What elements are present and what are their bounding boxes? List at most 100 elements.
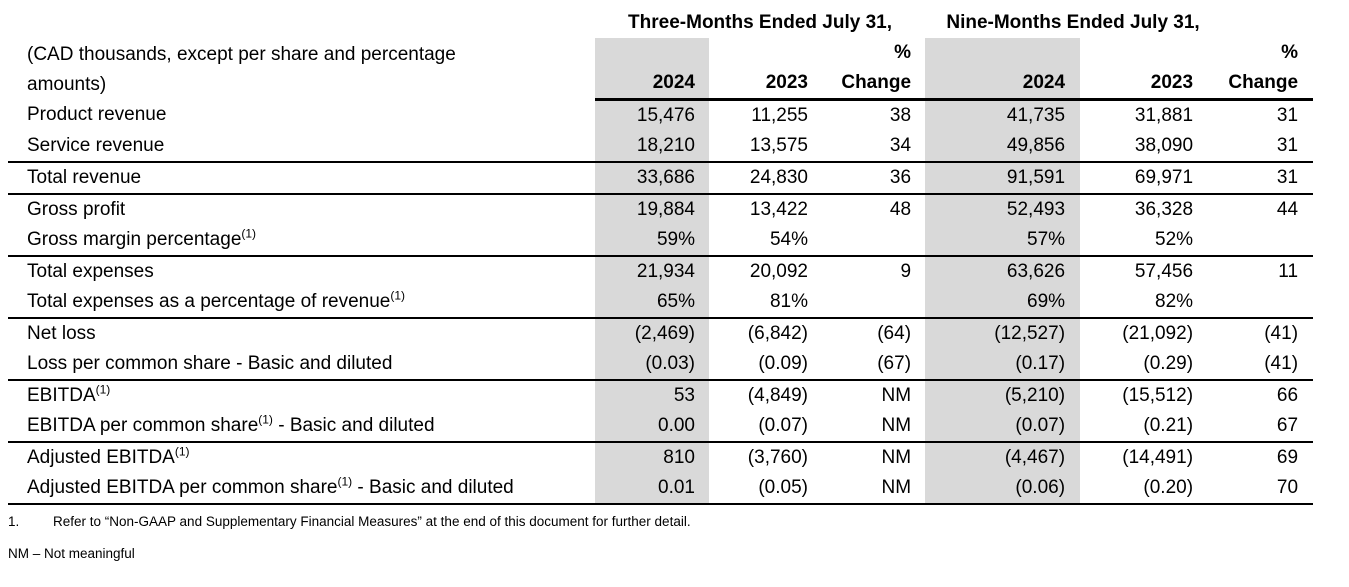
cell-3m-2024: 21,934 [595,256,709,287]
percent-symbol-3m: % [894,42,912,63]
period-three-months-header: Three-Months Ended July 31, [628,12,892,33]
percent-header-row: % % [8,38,1313,68]
row-label: Service revenue [8,131,595,163]
cell-3m-2024: 18,210 [595,131,709,163]
cell-9m-2023: 82% [1080,287,1209,319]
footnote-ref: (1) [95,382,111,397]
cell-3m-2023: 11,255 [751,105,808,126]
footnote-1-text: Refer to “Non-GAAP and Supplementary Fin… [53,514,691,529]
table-row: Total expenses 21,934 20,092 9 63,626 57… [8,256,1313,287]
cell-3m-2024: 65% [595,287,709,319]
row-label: Total expenses [27,261,154,282]
cell-3m-2023: 81% [709,287,822,319]
row-label: Gross profit [27,199,126,220]
cell-3m-2024: 59% [595,225,709,257]
cell-9m-pct-change: 44 [1276,199,1299,220]
footnotes: 1. Refer to “Non-GAAP and Supplementary … [8,514,1349,561]
cell-9m-2024: (0.17) [925,349,1081,381]
cell-9m-pct-change: 69 [1276,447,1299,468]
cell-3m-2024: 0.01 [595,473,709,505]
footnote-1: 1. Refer to “Non-GAAP and Supplementary … [8,514,1349,529]
cell-9m-2024: (0.06) [925,473,1081,505]
cell-9m-2024: 41,735 [925,99,1081,131]
cell-9m-2024: (12,527) [925,318,1081,349]
cell-9m-2023: 38,090 [1080,131,1209,163]
cell-9m-pct-change: (41) [1208,349,1314,381]
header-spacer-9m-2023 [1080,38,1208,68]
cell-3m-pct-change: NM [881,447,912,468]
column-header-9m-2023: 2023 [1080,68,1209,101]
cell-9m-pct-change [1208,225,1314,257]
year-header-row: 2024 2023 Change 2024 2023 Change [8,68,1314,101]
header-spacer-3m-2023 [709,38,822,68]
column-header-3m-2023: 2023 [709,68,822,101]
cell-3m-pct-change: 48 [889,199,912,220]
header-spacer-3m-2024 [595,38,709,68]
row-label: Product revenue [27,104,167,126]
cell-9m-2023: (0.29) [1080,349,1209,381]
cell-9m-2024: (0.07) [925,411,1081,443]
financial-summary-table: (CAD thousands, except per share and per… [8,8,1314,505]
cell-9m-2023: 57,456 [1134,261,1194,282]
cell-3m-pct-change: 34 [822,131,926,163]
row-label: Total expenses as a percentage of revenu… [8,287,595,319]
row-label: EBITDA(1) [27,382,111,406]
cell-9m-pct-change [1208,287,1314,319]
table-row: Service revenue 18,210 13,575 34 49,856 … [8,131,1314,163]
footnote-ref: (1) [241,226,257,241]
table-caption-cell: (CAD thousands, except per share and per… [8,8,595,100]
table-row: Total revenue 33,686 24,830 36 91,591 69… [8,162,1314,195]
table-row: Adjusted EBITDA(1) 810 (3,760) NM (4,467… [8,442,1313,473]
footnote-ref: (1) [258,412,273,427]
footnote-1-marker: 1. [8,514,20,529]
row-label: Adjusted EBITDA per common share(1) - Ba… [8,473,595,505]
cell-9m-pct-change: 67 [1208,411,1314,443]
cell-9m-pct-change: 70 [1208,473,1314,505]
cell-3m-pct-change: NM [822,411,926,443]
table-row: Total expenses as a percentage of revenu… [8,287,1314,319]
percent-symbol-9m: % [1281,42,1299,63]
cell-3m-2023: (0.09) [709,349,822,381]
cell-9m-2024: 57% [925,225,1081,257]
cell-9m-2023: 36,328 [1134,199,1194,220]
table-body: Product revenue 15,476 11,255 38 41,735 … [8,99,1314,505]
page: { "header": { "caption": "(CAD thousands… [0,8,1349,587]
row-label: EBITDA per common share(1) - Basic and d… [8,411,595,443]
cell-3m-2024: (2,469) [595,318,709,349]
row-label: Net loss [27,323,96,344]
row-label: Total revenue [8,162,595,195]
cell-3m-2023: 20,092 [749,261,808,282]
cell-9m-2023: 52% [1080,225,1209,257]
table-row: Loss per common share - Basic and dilute… [8,349,1314,381]
cell-3m-2023: 24,830 [709,162,822,195]
footnote-ref: (1) [337,474,353,489]
cell-3m-2023: (0.05) [709,473,822,505]
nm-definition-note: NM – Not meaningful [8,546,135,561]
cell-3m-pct-change: 36 [822,162,926,195]
table-row: Gross margin percentage(1) 59% 54% 57% 5… [8,225,1314,257]
cell-3m-2023: 54% [709,225,822,257]
cell-3m-2023: 13,422 [749,199,808,220]
cell-9m-2024: 52,493 [925,194,1081,225]
column-header-9m-2024: 2024 [925,68,1081,101]
cell-9m-2024: (5,210) [925,380,1081,411]
cell-9m-2024: 63,626 [925,256,1081,287]
table-row: Net loss (2,469) (6,842) (64) (12,527) (… [8,318,1313,349]
cell-9m-2023: 31,881 [1134,105,1194,126]
cell-3m-pct-change: (64) [877,323,912,344]
table-row: Product revenue 15,476 11,255 38 41,735 … [8,99,1313,131]
cell-9m-2023: (0.21) [1080,411,1209,443]
cell-9m-2023: (0.20) [1080,473,1209,505]
cell-3m-pct-change: (67) [822,349,926,381]
table-row: Gross profit 19,884 13,422 48 52,493 36,… [8,194,1313,225]
header-spacer-9m-2024 [925,38,1081,68]
cell-3m-pct-change: 9 [900,261,912,282]
table-row: EBITDA per common share(1) - Basic and d… [8,411,1314,443]
cell-3m-2023: (3,760) [747,447,808,468]
table-row: EBITDA(1) 53 (4,849) NM (5,210) (15,512)… [8,380,1313,411]
cell-9m-pct-change: 31 [1208,162,1314,195]
cell-3m-2024: 0.00 [595,411,709,443]
cell-3m-2023: (0.07) [709,411,822,443]
cell-9m-pct-change: 11 [1278,261,1299,282]
cell-3m-pct-change: NM [822,473,926,505]
